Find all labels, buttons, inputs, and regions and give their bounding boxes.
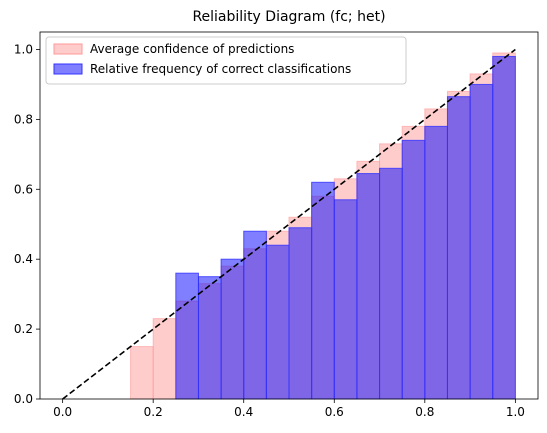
x-tick-label-3: 0.6: [325, 405, 344, 419]
accuracy-bars: [175, 55, 516, 400]
accuracy-bar-14: [379, 167, 403, 400]
x-tick-label-5: 1.0: [506, 405, 525, 419]
plot-area-frame: [39, 31, 539, 400]
perfect-calibration-line: [62, 48, 516, 400]
x-tick-label-0: 0.0: [53, 405, 72, 419]
accuracy-bar-10: [288, 227, 313, 400]
accuracy-bar-5: [175, 272, 199, 400]
accuracy-bar-11: [311, 181, 335, 400]
legend-label-accuracy: Relative frequency of correct classifica…: [90, 62, 351, 76]
legend: Average confidence of predictions Relati…: [45, 36, 407, 85]
confidence-bar-3: [130, 346, 154, 400]
x-tick-label-2: 0.4: [234, 405, 253, 419]
y-tick-label-0: 0.0: [14, 392, 33, 406]
legend-swatch-accuracy: [53, 63, 83, 75]
accuracy-bar-13: [356, 173, 381, 400]
accuracy-bar-8: [243, 230, 267, 400]
y-tick-label-3: 0.6: [14, 182, 33, 196]
y-tick-label-2: 0.4: [14, 252, 33, 266]
legend-label-confidence: Average confidence of predictions: [90, 42, 294, 56]
accuracy-bar-18: [469, 83, 494, 400]
y-tick-label-1: 0.2: [14, 322, 33, 336]
accuracy-bar-7: [220, 258, 245, 400]
accuracy-bar-15: [401, 139, 426, 400]
legend-box: [45, 36, 407, 85]
legend-swatch-confidence: [53, 43, 83, 55]
x-tick-label-1: 0.2: [144, 405, 163, 419]
accuracy-bar-17: [446, 96, 471, 400]
accuracy-bar-12: [333, 199, 358, 400]
y-tick-label-5: 1.0: [14, 42, 33, 56]
y-tick-label-4: 0.8: [14, 112, 33, 126]
x-axis: 0.0 0.2 0.4 0.6 0.8 1.0: [53, 399, 525, 419]
x-tick-label-4: 0.8: [415, 405, 434, 419]
y-axis: 0.0 0.2 0.4 0.6 0.8 1.0: [14, 42, 40, 406]
accuracy-bar-9: [265, 244, 290, 400]
chart-title: Reliability Diagram (fc; het): [192, 9, 385, 25]
accuracy-bar-6: [197, 276, 222, 400]
accuracy-bar-16: [424, 125, 448, 400]
confidence-bar-4: [152, 318, 177, 400]
accuracy-bar-19: [492, 55, 516, 400]
